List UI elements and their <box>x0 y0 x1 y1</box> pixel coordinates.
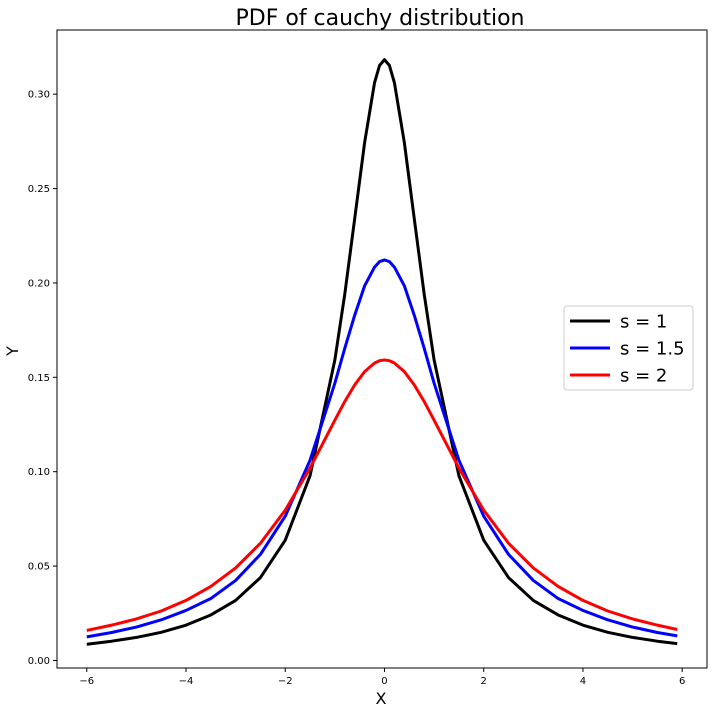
series-line-2 <box>86 258 678 639</box>
series-line-1 <box>86 58 678 646</box>
y-tick-label: 0.00 <box>28 656 50 667</box>
x-axis-label: X <box>376 689 387 708</box>
y-tick-label: 0.05 <box>28 562 50 573</box>
x-tick-label: 0 <box>381 676 387 687</box>
legend-box <box>563 305 694 391</box>
legend-label-1: s = 1 <box>620 312 667 333</box>
x-axis: −6 −4 −2 0 2 4 6 <box>79 668 685 687</box>
chart-title: PDF of cauchy distribution <box>236 6 525 31</box>
x-tick-label: −4 <box>179 676 194 687</box>
x-tick-label: 6 <box>679 676 685 687</box>
legend-label-2: s = 1.5 <box>620 339 685 360</box>
series-line-3 <box>86 358 678 632</box>
x-tick-label: 4 <box>580 676 586 687</box>
y-tick-label: 0.30 <box>28 90 50 101</box>
y-axis: 0.00 0.05 0.10 0.15 0.20 0.25 0.30 <box>28 90 57 667</box>
series-lines <box>86 58 678 646</box>
legend: s = 1 s = 1.5 s = 2 <box>563 305 694 391</box>
x-tick-label: −2 <box>278 676 293 687</box>
y-tick-label: 0.10 <box>28 467 50 478</box>
y-tick-label: 0.25 <box>28 184 50 195</box>
x-tick-label: −6 <box>79 676 94 687</box>
y-tick-label: 0.15 <box>28 373 50 384</box>
legend-label-3: s = 2 <box>620 366 667 387</box>
y-axis-label: Y <box>3 346 22 357</box>
x-tick-label: 2 <box>481 676 487 687</box>
y-tick-label: 0.20 <box>28 278 50 289</box>
